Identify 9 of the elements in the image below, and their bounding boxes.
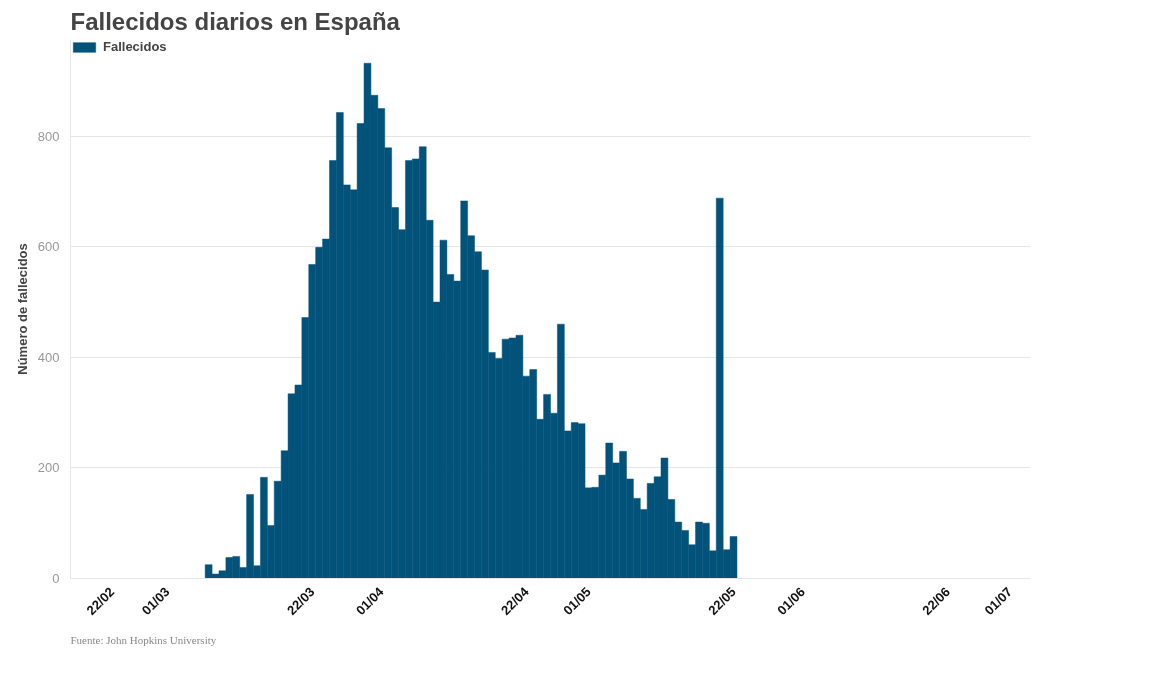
y-tick-label: 0	[52, 571, 60, 586]
y-tick-label: 600	[37, 239, 60, 255]
source-note: Fuente: John Hopkins University	[70, 633, 217, 646]
chart-title: Fallecidos diarios en España	[70, 7, 401, 35]
y-tick-label: 200	[37, 460, 60, 476]
y-tick-label: 400	[37, 349, 60, 365]
y-axis-title: Número de fallecidos	[14, 243, 30, 375]
y-tick-label: 800	[37, 128, 60, 144]
legend-label: Fallecidos	[103, 39, 167, 54]
